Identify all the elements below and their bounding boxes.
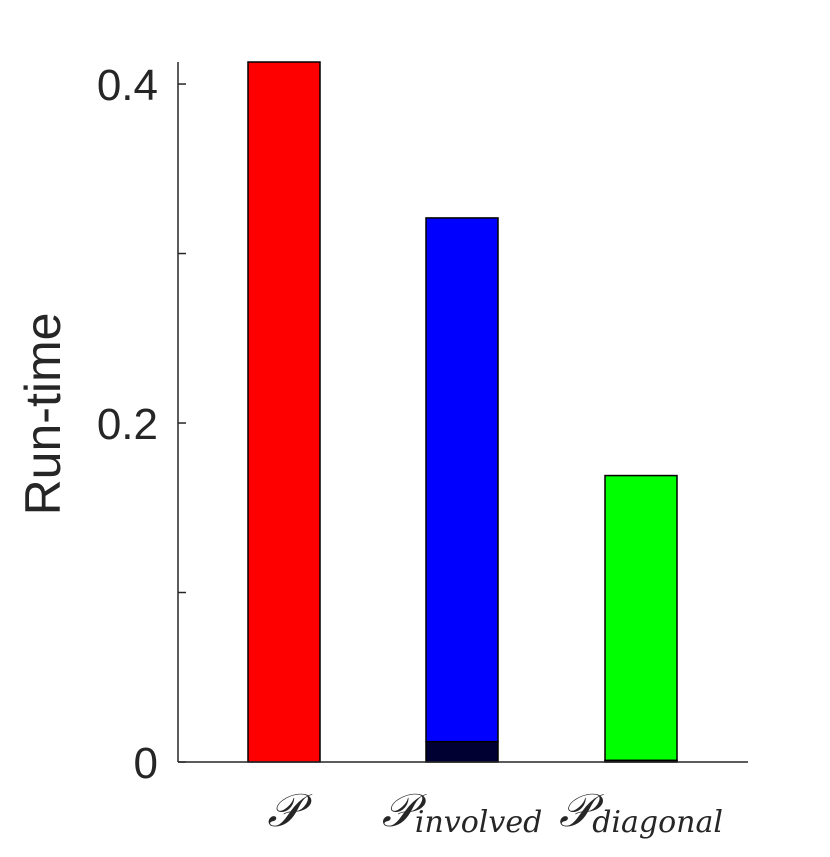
y-tick-label: 0.2 [97, 400, 158, 449]
x-tick-label-subscript: involved [415, 805, 542, 840]
bar-2-segment-2 [425, 217, 499, 743]
bars-layer [247, 61, 678, 763]
x-tick-label: 𝒫 [267, 783, 312, 837]
axes-layer [177, 62, 748, 763]
x-tick-label-subscript: diagonal [592, 805, 723, 840]
y-tick-label: 0 [134, 739, 158, 788]
x-tick-label-main: 𝒫 [267, 783, 312, 837]
y-tick-label: 0.4 [97, 61, 158, 110]
x-tick-label: 𝒫involved [382, 783, 543, 840]
bar-1-segment-2 [247, 61, 321, 763]
bar-2-segment-1 [425, 740, 499, 763]
y-axis-label: Run-time [15, 313, 71, 516]
x-tick-label: 𝒫diagonal [559, 783, 723, 840]
bar-3-segment-2 [604, 474, 678, 762]
